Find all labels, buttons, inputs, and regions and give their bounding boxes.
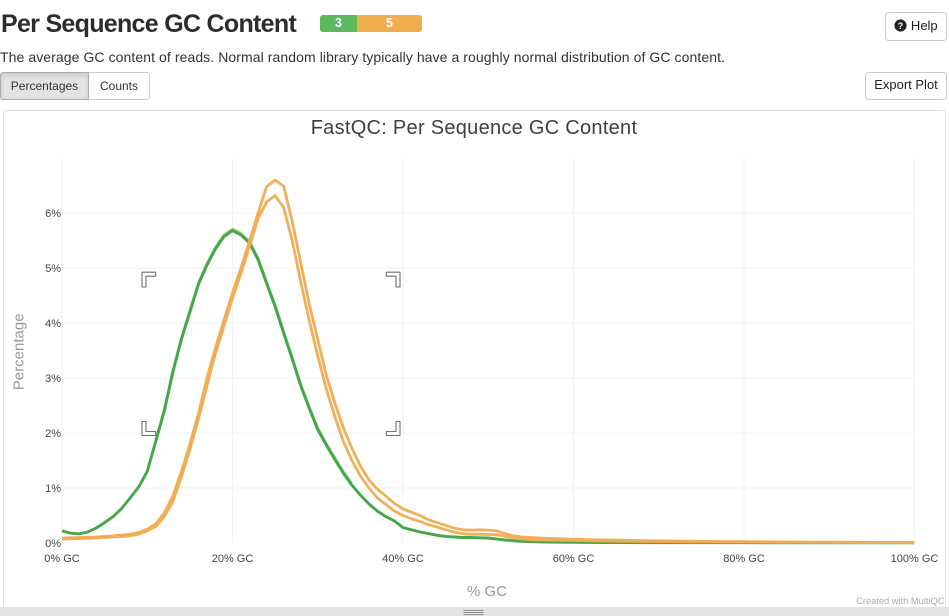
svg-text:% GC: % GC	[467, 583, 507, 600]
svg-text:0%: 0%	[45, 538, 61, 550]
svg-text:3%: 3%	[45, 373, 61, 385]
svg-text:40% GC: 40% GC	[382, 553, 424, 565]
svg-text:4%: 4%	[45, 318, 61, 330]
svg-text:0% GC: 0% GC	[44, 553, 80, 565]
svg-text:20% GC: 20% GC	[212, 553, 254, 565]
svg-text:100% GC: 100% GC	[891, 553, 939, 565]
svg-text:1%: 1%	[45, 483, 61, 495]
svg-text:6%: 6%	[45, 208, 61, 220]
svg-text:80% GC: 80% GC	[723, 553, 765, 565]
svg-text:?: ?	[898, 20, 903, 30]
svg-text:Percentage: Percentage	[11, 313, 28, 390]
svg-text:Created with MultiQC: Created with MultiQC	[856, 596, 945, 606]
svg-text:5%: 5%	[45, 263, 61, 275]
svg-text:2%: 2%	[45, 428, 61, 440]
svg-text:FastQC: Per Sequence GC Conten: FastQC: Per Sequence GC Content	[311, 117, 638, 139]
svg-text:60% GC: 60% GC	[553, 553, 595, 565]
